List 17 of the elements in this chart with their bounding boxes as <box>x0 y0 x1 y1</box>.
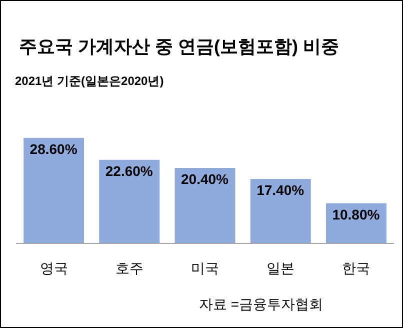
data-label: 22.60% <box>105 162 154 179</box>
chart-subtitle: 2021년 기준(일본은2020년) <box>15 74 164 88</box>
x-tick-label: 미국 <box>191 260 219 276</box>
data-label: 17.40% <box>256 182 305 198</box>
data-label: 20.40% <box>180 170 230 187</box>
x-tick-label: 영국 <box>40 260 68 276</box>
data-label: 28.60% <box>30 140 78 157</box>
chart-title: 주요국 가계자산 중 연금(보험포함) 비중 <box>19 36 339 56</box>
bar <box>250 179 311 243</box>
x-tick-label: 호주 <box>115 260 144 276</box>
text: 자료 =금융투자협회 <box>199 296 324 312</box>
bar <box>174 168 236 243</box>
x-tick-label: 일본 <box>266 260 295 276</box>
bar <box>99 160 160 243</box>
data-label: 10.80% <box>332 206 380 222</box>
bar <box>24 138 84 243</box>
x-tick-label: 한국 <box>342 260 370 276</box>
